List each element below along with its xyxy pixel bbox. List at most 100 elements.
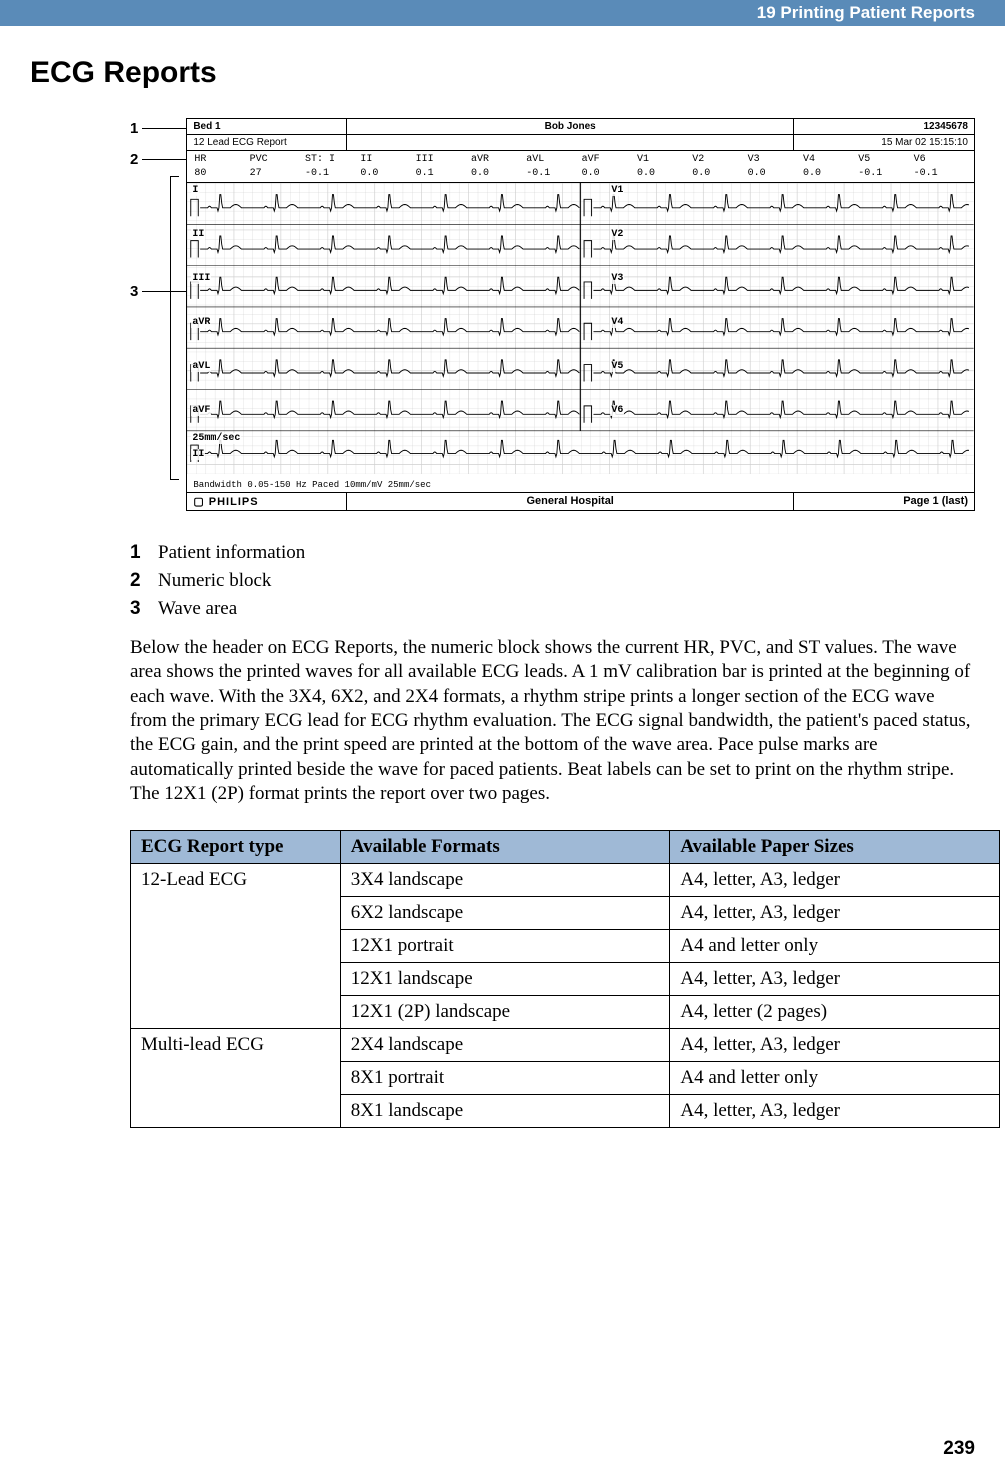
ecg-formats-table: ECG Report typeAvailable FormatsAvailabl… [130,830,1000,1128]
cell-paper: A4, letter, A3, ledger [670,1029,1000,1062]
callout-number: 3 [130,283,138,300]
callout-line [142,159,186,160]
body-paragraph: Below the header on ECG Reports, the num… [130,636,975,806]
num-label: III [415,153,470,167]
legend-text: Wave area [158,598,237,620]
num-label: aVL [525,153,580,167]
num-value: -0.1 [304,167,359,181]
num-value: 0.1 [415,167,470,181]
cell-paper: A4, letter, A3, ledger [670,1095,1000,1128]
legend-text: Numeric block [158,570,271,592]
cell-format: 8X1 landscape [340,1095,670,1128]
ecg-logo: ▢ PHILIPS [187,493,347,510]
lead-label: V2 [610,229,624,240]
callout-bracket [170,176,178,480]
table-row: Multi-lead ECG2X4 landscapeA4, letter, A… [131,1029,1000,1062]
num-value: -0.1 [525,167,580,181]
ecg-wave-area: Bandwidth 0.05-150 Hz Paced 10mm/mV 25mm… [187,183,974,493]
cell-paper: A4 and letter only [670,930,1000,963]
num-value: 0.0 [470,167,525,181]
chapter-label: 19 Printing Patient Reports [757,3,1005,23]
ecg-page: Page 1 (last) [794,493,974,510]
num-value: 80 [193,167,248,181]
lead-label: II [191,229,205,240]
num-label: ST: I [304,153,359,167]
ecg-numeric-table: HRPVCST: IIIIIIaVRaVLaVFV1V2V3V4V5V6 802… [193,153,968,180]
lead-label: V6 [610,405,624,416]
lead-label: V4 [610,317,624,328]
num-label: V3 [747,153,802,167]
legend-text: Patient information [158,542,305,564]
lead-label: aVL [191,361,211,372]
legend-number: 1 [130,542,158,564]
speed-label: 25mm/sec [191,433,241,444]
cell-paper: A4 and letter only [670,1062,1000,1095]
num-label: V6 [913,153,968,167]
cell-format: 8X1 portrait [340,1062,670,1095]
ecg-patient: Bob Jones [347,119,794,134]
page: 19 Printing Patient Reports ECG Reports … [0,0,1005,1476]
table-row: 12-Lead ECG3X4 landscapeA4, letter, A3, … [131,864,1000,897]
cell-format: 12X1 landscape [340,963,670,996]
num-value: -0.1 [857,167,912,181]
num-value: 0.0 [636,167,691,181]
num-value: 0.0 [747,167,802,181]
callout-number: 1 [130,120,138,137]
table-header: Available Formats [340,831,670,864]
callout-2: 2 [130,151,186,168]
num-label: V1 [636,153,691,167]
ecg-figure: 1 2 3 Bed 1 Bob Jones 12345678 12 Lead ECG… [130,118,975,518]
cell-format: 3X4 landscape [340,864,670,897]
ecg-report-preview: Bed 1 Bob Jones 12345678 12 Lead ECG Rep… [186,118,975,511]
ecg-title-row: Bed 1 Bob Jones 12345678 [187,119,974,135]
num-value: 0.0 [802,167,857,181]
callout-1: 1 [130,120,186,137]
figure-legend: 1Patient information2Numeric block3Wave … [130,542,975,620]
ecg-bed: Bed 1 [187,119,347,134]
lead-label: V1 [610,185,624,196]
callout-number: 2 [130,151,138,168]
section-title: ECG Reports [30,56,975,90]
ecg-bandwidth-label: Bandwidth 0.05-150 Hz Paced 10mm/mV 25mm… [193,480,431,490]
lead-label: I [191,185,199,196]
lead-label: II [191,449,205,460]
lead-label: aVR [191,317,211,328]
num-label: V2 [691,153,746,167]
legend-item: 1Patient information [130,542,975,564]
legend-number: 2 [130,570,158,592]
cell-paper: A4, letter, A3, ledger [670,963,1000,996]
ecg-numeric-block: HRPVCST: IIIIIIaVRaVLaVFV1V2V3V4V5V6 802… [187,151,974,183]
ecg-mrn: 12345678 [794,119,974,134]
ecg-hospital: General Hospital [347,493,794,510]
lead-label: aVF [191,405,211,416]
ecg-wave-svg [187,183,974,474]
ecg-logo-text: PHILIPS [209,496,259,508]
num-value: 0.0 [691,167,746,181]
chapter-header-bar: 19 Printing Patient Reports [0,0,1005,26]
num-value: 27 [249,167,304,181]
ecg-timestamp: 15 Mar 02 15:15:10 [794,135,974,150]
num-label: V5 [857,153,912,167]
num-label: aVF [581,153,636,167]
cell-paper: A4, letter (2 pages) [670,996,1000,1029]
lead-label: V3 [610,273,624,284]
num-label: V4 [802,153,857,167]
num-label: PVC [249,153,304,167]
table-header: Available Paper Sizes [670,831,1000,864]
cell-paper: A4, letter, A3, ledger [670,864,1000,897]
ecg-sub-row: 12 Lead ECG Report 15 Mar 02 15:15:10 [187,135,974,151]
lead-label: III [191,273,211,284]
ecg-footer-row: ▢ PHILIPS General Hospital Page 1 (last) [187,493,974,510]
callout-column: 1 2 3 [130,118,186,518]
cell-format: 12X1 (2P) landscape [340,996,670,1029]
callout-line [142,291,186,292]
cell-format: 6X2 landscape [340,897,670,930]
cell-format: 12X1 portrait [340,930,670,963]
num-value: 0.0 [581,167,636,181]
num-label: II [359,153,414,167]
num-value: 0.0 [359,167,414,181]
ecg-report-type: 12 Lead ECG Report [187,135,347,150]
cell-report-type: 12-Lead ECG [131,864,341,1029]
num-label: HR [193,153,248,167]
legend-item: 3Wave area [130,598,975,620]
